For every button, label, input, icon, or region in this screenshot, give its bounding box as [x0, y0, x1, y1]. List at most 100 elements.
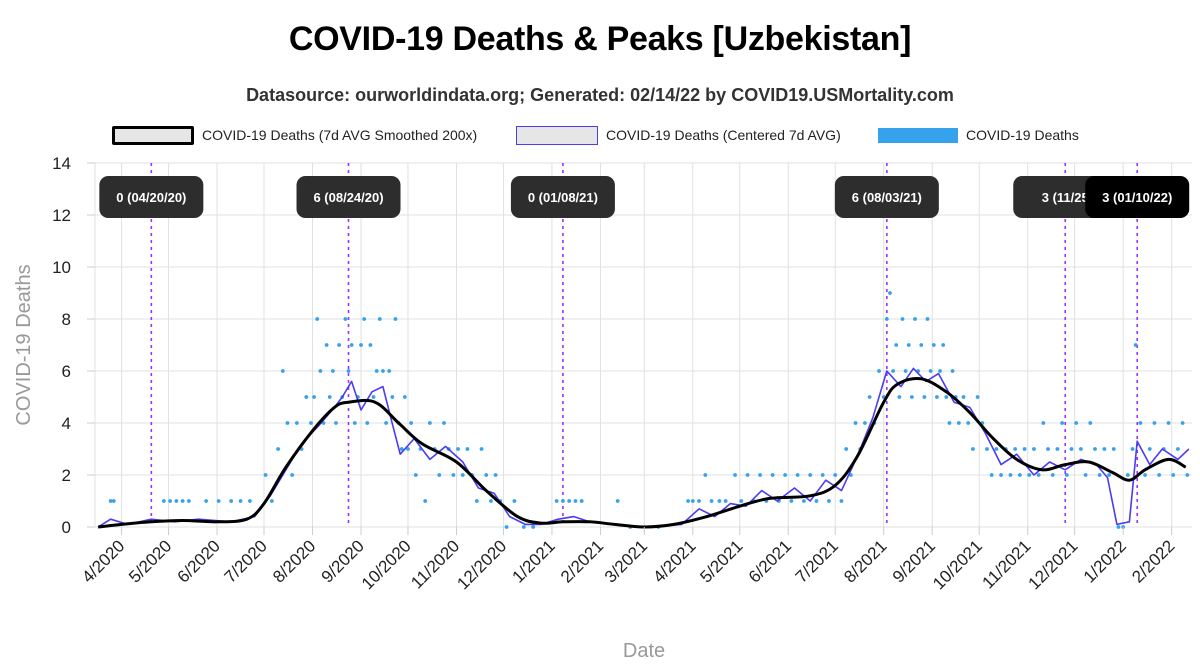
death-point — [377, 317, 382, 321]
peak-annotation: 6 (08/03/21) — [834, 176, 939, 218]
death-point — [928, 369, 933, 373]
death-point — [362, 317, 367, 321]
peak-annotation-box — [296, 176, 401, 218]
death-point — [269, 499, 274, 503]
death-point — [833, 473, 838, 477]
y-tick-label: 14 — [52, 154, 71, 173]
death-point — [567, 499, 572, 503]
death-point — [263, 473, 268, 477]
death-point — [1116, 525, 1121, 529]
death-point — [839, 499, 844, 503]
death-point — [161, 499, 166, 503]
death-point — [359, 343, 363, 347]
death-point — [465, 447, 470, 451]
death-point — [844, 447, 849, 451]
death-point — [703, 473, 708, 477]
death-point — [365, 421, 370, 425]
death-point — [827, 499, 831, 503]
death-point — [1166, 421, 1171, 425]
death-point — [956, 421, 961, 425]
legend-label-smoothed: COVID-19 Deaths (7d AVG Smoothed 200x) — [202, 127, 478, 143]
x-tick-label: 10/2021 — [929, 536, 986, 593]
legend-item-centered[interactable]: COVID-19 Deaths (Centered 7d AVG) — [516, 124, 841, 146]
y-tick-label: 6 — [62, 362, 71, 381]
death-point — [913, 317, 917, 321]
death-point — [709, 499, 714, 503]
legend-label-centered: COVID-19 Deaths (Centered 7d AVG) — [606, 127, 841, 143]
death-point — [504, 525, 509, 529]
death-point — [442, 421, 446, 425]
death-point — [723, 499, 728, 503]
x-tick-label: 6/2021 — [745, 536, 795, 586]
death-point — [1074, 421, 1079, 425]
death-point — [966, 421, 971, 425]
death-point — [1093, 447, 1097, 451]
x-tick-label: 6/2020 — [174, 536, 224, 586]
death-point — [387, 369, 392, 373]
death-point — [1176, 447, 1180, 451]
death-point — [409, 421, 414, 425]
smoothed-series — [97, 376, 1187, 529]
death-point — [312, 395, 316, 399]
death-point — [423, 499, 428, 503]
death-point — [783, 473, 788, 477]
peak-annotation-label: 0 (01/08/21) — [528, 190, 598, 205]
legend-label-deaths: COVID-19 Deaths — [966, 127, 1079, 143]
death-point — [216, 499, 221, 503]
death-point — [294, 421, 299, 425]
death-point — [276, 447, 280, 451]
y-tick-label: 10 — [52, 258, 71, 277]
death-point — [739, 499, 744, 503]
grid — [95, 162, 1192, 528]
death-point — [1180, 421, 1185, 425]
death-point — [935, 395, 939, 399]
death-point — [1022, 447, 1027, 451]
peak-annotation: 3 (01/10/22) — [1085, 176, 1190, 218]
death-point — [717, 499, 722, 503]
death-point — [770, 473, 775, 477]
death-point — [309, 421, 313, 425]
death-point — [1064, 473, 1069, 477]
death-point — [938, 369, 942, 373]
peak-annotation: 6 (08/24/20) — [296, 176, 401, 218]
death-point — [994, 447, 999, 451]
death-point — [168, 499, 173, 503]
death-point — [280, 369, 285, 373]
death-point — [697, 499, 701, 503]
death-point — [327, 395, 332, 399]
death-point — [399, 447, 404, 451]
death-point — [891, 369, 896, 373]
death-point — [897, 395, 902, 399]
x-axis-title: Date — [623, 640, 665, 662]
death-point — [561, 499, 565, 503]
death-point — [853, 421, 858, 425]
x-tick-label: 5/2020 — [125, 536, 175, 586]
death-point — [460, 473, 465, 477]
y-tick-label: 4 — [62, 414, 71, 433]
death-point — [1060, 421, 1065, 425]
death-point — [758, 473, 762, 477]
death-point — [352, 421, 357, 425]
death-point — [337, 343, 342, 347]
death-point — [402, 395, 407, 399]
death-point — [1143, 473, 1147, 477]
death-point — [371, 395, 376, 399]
death-point — [1088, 421, 1093, 425]
death-point — [318, 369, 323, 373]
death-point — [229, 499, 234, 503]
death-point — [315, 317, 320, 321]
peak-annotation: 0 (01/08/21) — [510, 176, 615, 218]
legend-swatch-deaths — [878, 127, 958, 143]
death-point — [999, 473, 1003, 477]
death-point — [437, 473, 442, 477]
death-point — [413, 473, 418, 477]
death-point — [820, 473, 825, 477]
death-point — [111, 499, 116, 503]
death-point — [1041, 421, 1046, 425]
legend-item-smoothed[interactable]: COVID-19 Deaths (7d AVG Smoothed 200x) — [112, 124, 477, 146]
death-point — [1147, 447, 1152, 451]
peak-annotation-label: 3 (11/25 — [1042, 190, 1089, 205]
death-point — [922, 395, 927, 399]
legend-item-deaths[interactable]: COVID-19 Deaths — [878, 124, 1079, 146]
death-point — [479, 447, 484, 451]
